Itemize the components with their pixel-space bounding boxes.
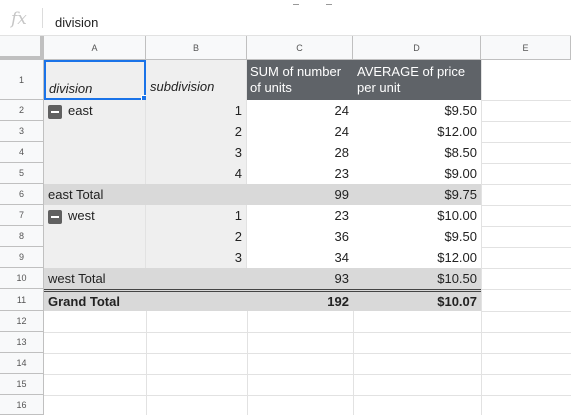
total-units: 93 [334, 271, 349, 286]
gridline [481, 100, 571, 101]
row-header-5[interactable]: 5 [0, 163, 44, 184]
gridline [481, 142, 571, 143]
total-units: 99 [334, 187, 349, 202]
price-cell[interactable]: $9.50 [444, 229, 477, 244]
header-avg-price[interactable]: AVERAGE of price per unit [353, 60, 481, 100]
column-header-c[interactable]: C [247, 36, 353, 60]
row-header-16[interactable]: 16 [0, 395, 44, 415]
column-header-e[interactable]: E [481, 36, 571, 60]
group-label: east [68, 103, 93, 118]
row-header-7[interactable]: 7 [0, 205, 44, 226]
units-cell[interactable]: 36 [334, 229, 349, 244]
row-header-8[interactable]: 8 [0, 226, 44, 247]
subdivision-cell[interactable]: 2 [234, 124, 242, 139]
units-cell[interactable]: 23 [334, 166, 349, 181]
column-header-a[interactable]: A [44, 36, 146, 60]
gridline [44, 353, 571, 354]
grand-total-units: 192 [327, 294, 349, 309]
gridline [481, 268, 571, 269]
subdivision-cell[interactable]: 4 [234, 166, 242, 181]
group-cell-east[interactable]: east [44, 100, 146, 184]
grand-total-label: Grand Total [48, 294, 120, 309]
collapse-icon[interactable] [48, 104, 62, 119]
column-header-d[interactable]: D [353, 36, 481, 60]
header-division[interactable]: division [44, 60, 146, 100]
gridline [481, 121, 571, 122]
price-cell[interactable]: $10.00 [437, 208, 477, 223]
price-column: $10.00 $9.50 $12.00 [353, 205, 481, 268]
subdivision-cell[interactable]: 3 [234, 250, 242, 265]
gridline [44, 395, 571, 396]
gridline [481, 311, 571, 312]
formula-input[interactable]: division [55, 15, 99, 30]
grand-total-row[interactable]: Grand Total 192 $10.07 [44, 289, 481, 311]
row-header-3[interactable]: 3 [0, 121, 44, 142]
gridline [481, 247, 571, 248]
group-label: west [68, 208, 95, 223]
price-cell[interactable]: $12.00 [437, 250, 477, 265]
east-total-row[interactable]: east Total 99 $9.75 [44, 184, 481, 205]
price-cell[interactable]: $9.00 [444, 166, 477, 181]
resize-handle-icon[interactable] [293, 0, 299, 5]
units-cell[interactable]: 24 [334, 103, 349, 118]
gridline [247, 311, 248, 415]
subdivision-cell[interactable]: 3 [234, 145, 242, 160]
gridline [481, 60, 482, 415]
row-header-2[interactable]: 2 [0, 100, 44, 121]
row-header-13[interactable]: 13 [0, 332, 44, 353]
row-header-9[interactable]: 9 [0, 247, 44, 268]
gridline [353, 311, 354, 415]
units-column: 23 36 34 [247, 205, 353, 268]
gridline [146, 311, 147, 415]
grand-total-price: $10.07 [437, 294, 477, 309]
formula-bar: fx division [0, 0, 571, 36]
subgroup-area: 1 2 3 4 [146, 100, 247, 184]
resize-handle-icon[interactable] [326, 0, 332, 5]
total-label: east Total [48, 187, 104, 202]
price-cell[interactable]: $12.00 [437, 124, 477, 139]
row-header-10[interactable]: 10 [0, 268, 44, 289]
column-header-b[interactable]: B [146, 36, 247, 60]
west-total-row[interactable]: west Total 93 $10.50 [44, 268, 481, 289]
gridline [481, 289, 571, 290]
row-header-14[interactable]: 14 [0, 353, 44, 374]
total-label: west Total [48, 271, 106, 286]
units-cell[interactable]: 23 [334, 208, 349, 223]
row-header-12[interactable]: 12 [0, 311, 44, 332]
collapse-icon[interactable] [48, 209, 62, 224]
subdivision-cell[interactable]: 1 [234, 208, 242, 223]
units-column: 24 24 28 23 [247, 100, 353, 184]
units-cell[interactable]: 34 [334, 250, 349, 265]
subdivision-cell[interactable]: 1 [234, 103, 242, 118]
function-icon: fx [11, 9, 27, 29]
price-cell[interactable]: $9.50 [444, 103, 477, 118]
row-header-15[interactable]: 15 [0, 374, 44, 395]
gridline [481, 205, 571, 206]
price-column: $9.50 $12.00 $8.50 $9.00 [353, 100, 481, 184]
units-cell[interactable]: 28 [334, 145, 349, 160]
header-sum-units[interactable]: SUM of number of units [247, 60, 353, 100]
group-cell-west[interactable]: west [44, 205, 146, 268]
row-header-4[interactable]: 4 [0, 142, 44, 163]
gridline [481, 184, 571, 185]
gridline [44, 332, 571, 333]
price-cell[interactable]: $8.50 [444, 145, 477, 160]
subdivision-cell[interactable]: 2 [234, 229, 242, 244]
total-price: $9.75 [444, 187, 477, 202]
row-header-11[interactable]: 11 [0, 289, 44, 311]
row-header-1[interactable]: 1 [0, 60, 44, 100]
subgroup-area: 1 2 3 [146, 205, 247, 268]
total-price: $10.50 [437, 271, 477, 286]
gridline [481, 163, 571, 164]
row-header-6[interactable]: 6 [0, 184, 44, 205]
gridline [44, 374, 571, 375]
select-all-corner[interactable] [0, 36, 44, 60]
header-subdivision[interactable]: subdivision [146, 60, 247, 100]
formula-separator [42, 8, 43, 28]
gridline [481, 226, 571, 227]
units-cell[interactable]: 24 [334, 124, 349, 139]
